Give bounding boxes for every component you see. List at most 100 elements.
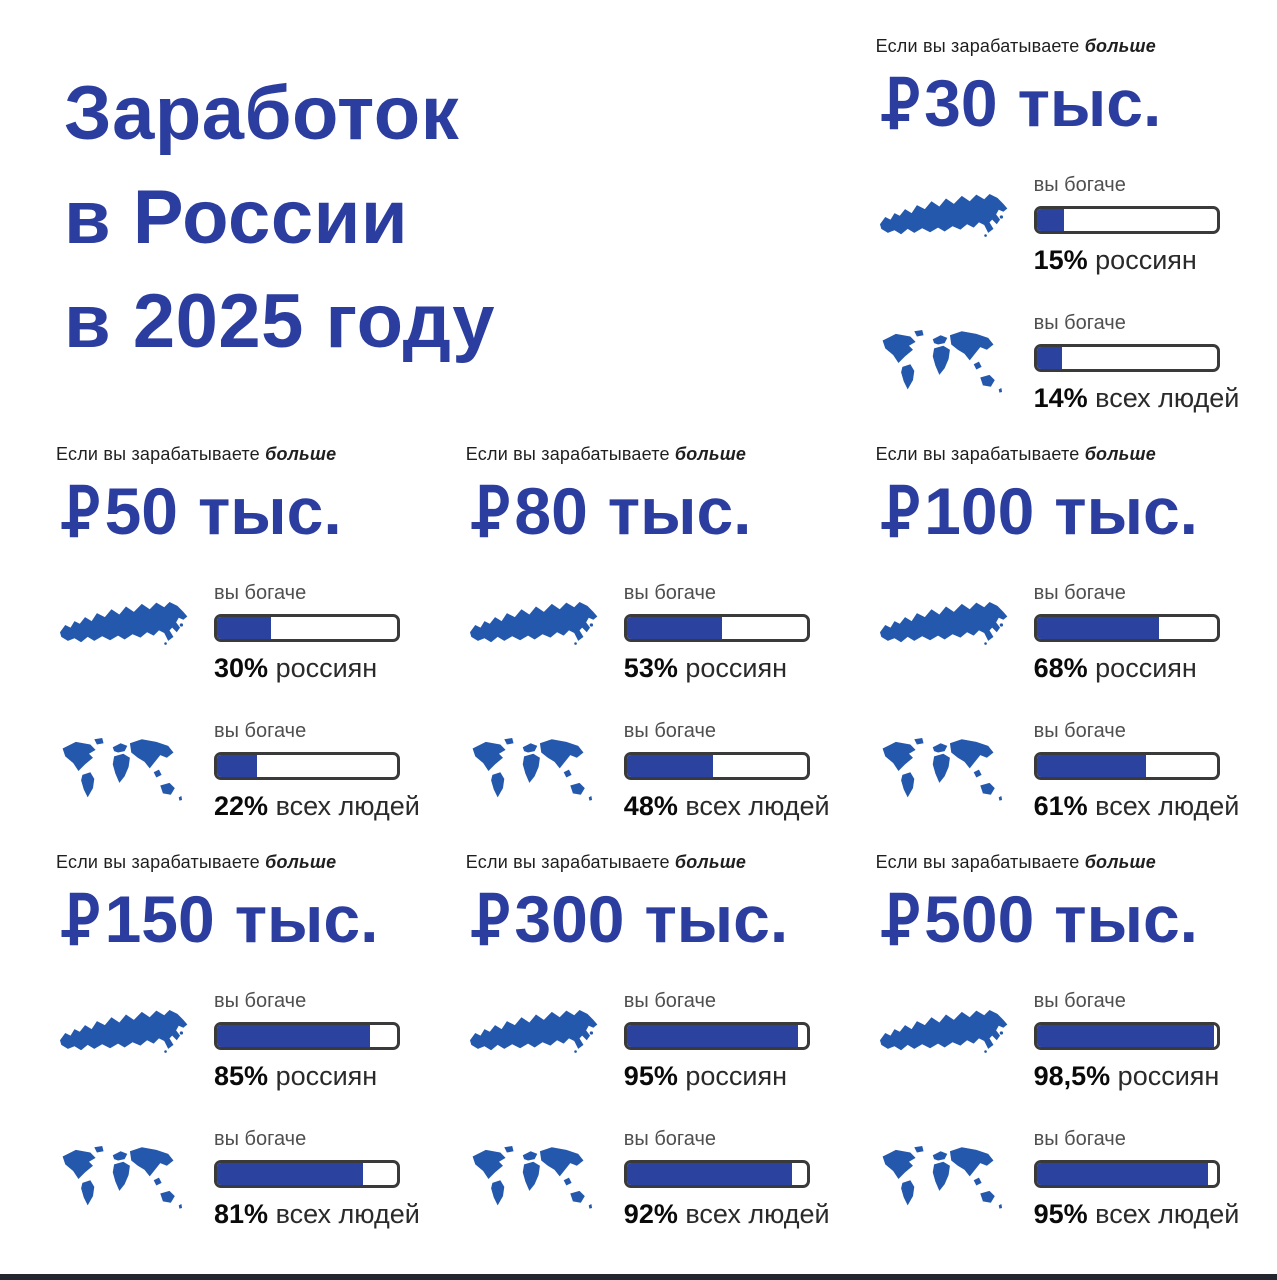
condition-prefix: Если вы зарабатываете <box>875 444 1080 464</box>
threshold-heading: 30 тыс. <box>876 67 1240 140</box>
world-progress-fill <box>217 1162 363 1185</box>
threshold-heading: 80 тыс. <box>466 475 830 548</box>
condition-label: Если вы зарабатываете больше <box>466 444 830 465</box>
richer-label: вы богаче <box>1033 173 1126 196</box>
footer-bar <box>0 1274 1277 1280</box>
richer-label: вы богаче <box>1033 1127 1126 1150</box>
condition-label: Если вы зарабатываете больше <box>876 36 1240 57</box>
earning-threshold-card: Если вы зарабатываете больше 150 тыс. вы … <box>56 852 420 1246</box>
percent-value: 53% <box>623 652 678 683</box>
page-title: Заработок в России в 2025 году <box>64 62 830 430</box>
world-percent-label: 95% всех людей <box>1034 1199 1240 1230</box>
world-progress-fill <box>1036 1162 1208 1185</box>
condition-bold-word: больше <box>1084 444 1156 464</box>
russia-percent-label: 15% россиян <box>1034 245 1240 276</box>
russia-percent-label: 85% россиян <box>214 1061 420 1092</box>
percent-value: 61% <box>1033 790 1088 821</box>
percent-value: 81% <box>214 1198 269 1229</box>
percent-value: 92% <box>623 1198 678 1229</box>
infographic-grid: Заработок в России в 2025 году Если вы з… <box>56 36 1240 1246</box>
world-map-icon <box>876 326 1008 400</box>
title-line-3: в 2025 году <box>64 279 496 365</box>
world-percent-label: 48% всех людей <box>624 791 830 822</box>
threshold-amount: 30 <box>924 66 998 140</box>
world-progress-bar <box>214 751 400 780</box>
condition-label: Если вы зарабатываете больше <box>56 444 420 465</box>
condition-bold-word: больше <box>265 444 337 464</box>
world-progress-bar <box>623 751 810 780</box>
percent-unit: россиян <box>275 652 378 683</box>
condition-label: Если вы зарабатываете больше <box>876 444 1240 465</box>
world-progress-bar <box>623 1159 810 1188</box>
percent-value: 98,5% <box>1033 1060 1111 1091</box>
percent-value: 15% <box>1033 244 1088 275</box>
condition-bold-word: больше <box>265 852 337 872</box>
condition-bold-word: больше <box>1084 852 1156 872</box>
condition-label: Если вы зарабатываете больше <box>876 852 1240 873</box>
threshold-suffix: тыс. <box>644 882 789 956</box>
richer-label: вы богаче <box>1033 719 1126 742</box>
condition-prefix: Если вы зарабатываете <box>875 36 1080 56</box>
world-progress-fill <box>217 754 257 777</box>
threshold-amount: 300 <box>514 882 625 956</box>
world-progress-fill <box>626 754 714 777</box>
russia-progress-fill <box>1036 1024 1214 1047</box>
percent-value: 14% <box>1033 382 1088 413</box>
world-map-icon <box>466 1142 598 1216</box>
percent-unit: россиян <box>275 1060 378 1091</box>
threshold-amount: 500 <box>924 882 1035 956</box>
percent-unit: всех людей <box>1095 382 1240 413</box>
world-map-icon <box>876 734 1008 808</box>
world-stat-row: вы богаче 92% всех людей <box>466 1128 830 1230</box>
world-stat-row: вы богаче 61% всех людей <box>876 719 1240 822</box>
world-progress-fill <box>626 1162 793 1185</box>
world-percent-label: 61% всех людей <box>1034 791 1240 822</box>
russia-progress-fill <box>217 616 271 639</box>
russia-percent-label: 53% россиян <box>624 653 830 684</box>
russia-map-icon <box>876 596 1008 670</box>
richer-label: вы богаче <box>1033 311 1126 334</box>
percent-unit: россиян <box>1095 652 1197 683</box>
percent-unit: россиян <box>685 652 788 683</box>
world-stat-row: вы богаче 95% всех людей <box>876 1127 1240 1230</box>
richer-label: вы богаче <box>1033 989 1126 1012</box>
percent-unit: всех людей <box>275 1198 420 1229</box>
threshold-heading: 150 тыс. <box>56 883 420 956</box>
percent-value: 85% <box>214 1060 269 1091</box>
percent-value: 22% <box>214 790 269 821</box>
condition-prefix: Если вы зарабатываете <box>875 852 1080 872</box>
russia-progress-bar <box>214 1021 400 1050</box>
world-progress-bar <box>1033 1159 1220 1188</box>
russia-progress-fill <box>217 1024 370 1047</box>
richer-label: вы богаче <box>623 581 717 604</box>
russia-stat-row: вы богаче 95% россиян <box>466 990 830 1092</box>
condition-label: Если вы зарабатываете больше <box>56 852 420 873</box>
percent-unit: всех людей <box>275 790 420 821</box>
russia-stat-row: вы богаче 68% россиян <box>876 582 1240 684</box>
condition-prefix: Если вы зарабатываете <box>56 852 260 872</box>
threshold-heading: 300 тыс. <box>466 883 830 956</box>
threshold-amount: 100 <box>924 474 1035 548</box>
ruble-sign-icon <box>61 893 99 946</box>
percent-unit: всех людей <box>685 790 830 821</box>
world-progress-bar <box>214 1159 400 1188</box>
world-map-icon <box>56 1142 188 1216</box>
threshold-heading: 50 тыс. <box>56 475 420 548</box>
richer-label: вы богаче <box>1033 581 1126 604</box>
world-stat-row: вы богаче 14% всех людей <box>876 311 1240 414</box>
russia-progress-bar <box>1033 613 1220 642</box>
percent-value: 48% <box>623 790 678 821</box>
threshold-suffix: тыс. <box>1017 66 1162 140</box>
russia-progress-bar <box>1033 205 1220 234</box>
earning-threshold-card: Если вы зарабатываете больше 50 тыс. вы б… <box>56 444 420 838</box>
world-progress-bar <box>1033 343 1220 372</box>
condition-bold-word: больше <box>674 852 747 872</box>
russia-stat-row: вы богаче 53% россиян <box>466 582 830 684</box>
percent-unit: россиян <box>685 1060 788 1091</box>
earning-threshold-card: Если вы зарабатываете больше 30 тыс. вы б… <box>876 36 1240 430</box>
russia-progress-fill <box>1036 208 1064 231</box>
percent-value: 68% <box>1033 652 1088 683</box>
percent-value: 95% <box>1033 1198 1088 1229</box>
threshold-suffix: тыс. <box>607 474 752 548</box>
world-map-icon <box>466 734 598 808</box>
